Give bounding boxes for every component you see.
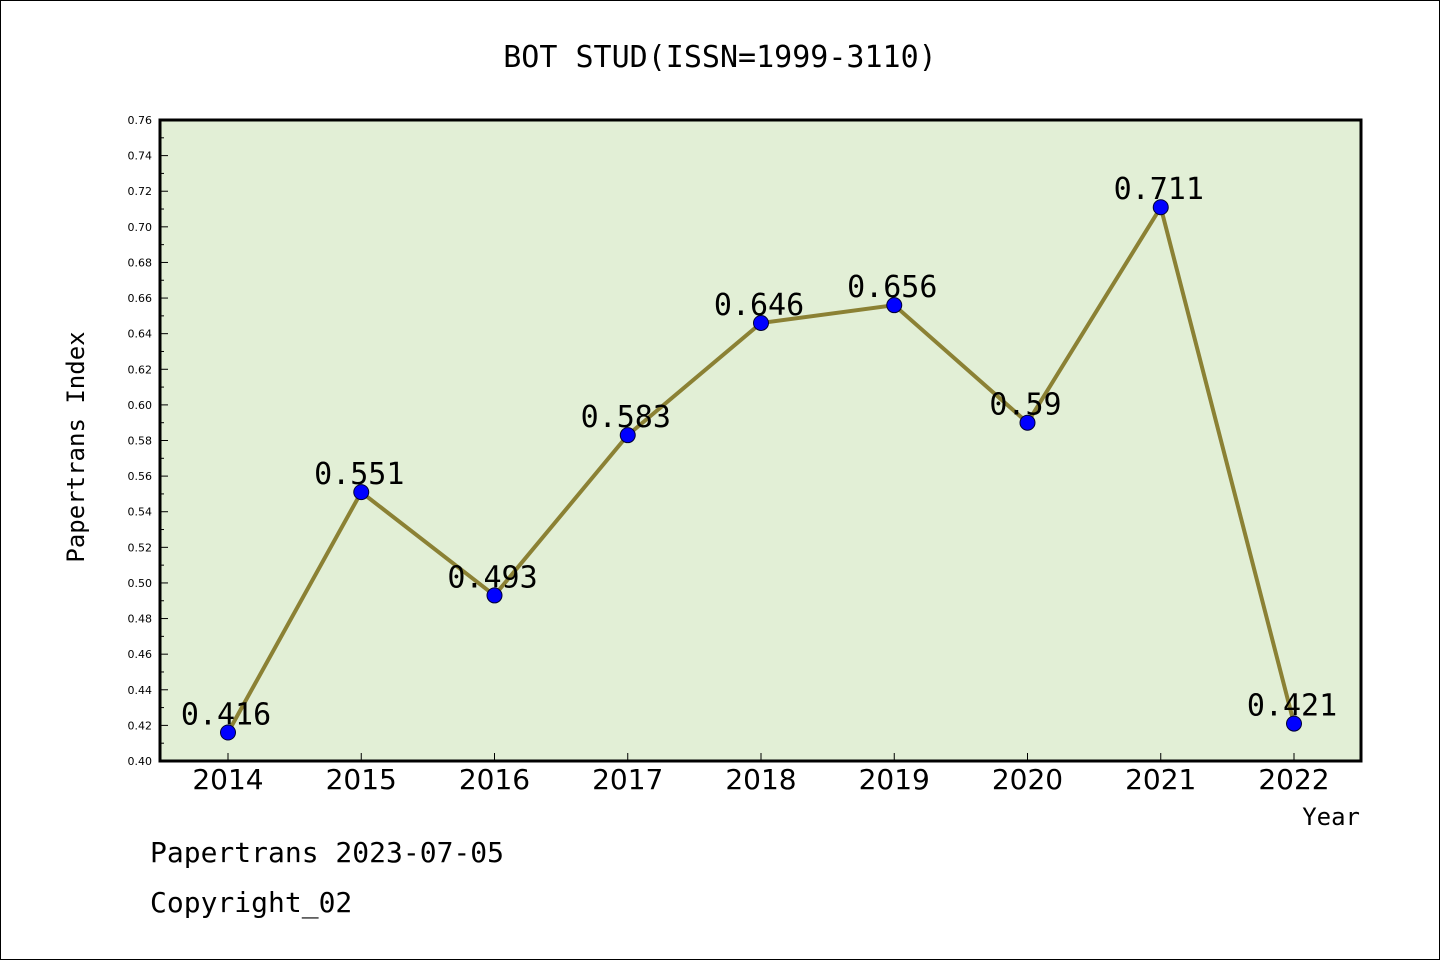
chart-title: BOT STUD(ISSN=1999-3110) (503, 40, 936, 75)
x-tick-label: 2017 (592, 763, 663, 796)
x-tick-label: 2019 (859, 763, 930, 796)
data-label: 0.59 (989, 388, 1061, 423)
x-tick-label: 2015 (326, 763, 397, 796)
data-labels: 0.416 0.551 0.493 0.583 0.646 0.656 0.59 0.711 0… (181, 172, 1337, 732)
y-tick-label: 0.68 (128, 256, 153, 269)
x-tick-label: 2022 (1258, 763, 1329, 796)
data-label: 0.551 (314, 457, 404, 492)
x-tick-label: 2021 (1125, 763, 1196, 796)
y-tick-label: 0.50 (128, 577, 153, 590)
plot-border (158, 118, 1363, 763)
plot-area (160, 120, 1361, 761)
y-tick-label: 0.42 (128, 719, 153, 732)
footer-copyright: Copyright_02 (150, 886, 353, 919)
y-tick-label: 0.40 (128, 755, 153, 768)
y-tick-label: 0.72 (128, 185, 153, 198)
x-tick-label: 2020 (992, 763, 1063, 796)
data-point (1019, 414, 1036, 431)
data-label: 0.646 (714, 288, 804, 323)
x-tick-label: 2016 (459, 763, 530, 796)
data-point (753, 314, 769, 331)
y-tick-label: 0.48 (128, 613, 153, 626)
y-tick-label: 0.58 (128, 435, 153, 448)
data-point (220, 724, 236, 741)
y-tick-label: 0.54 (128, 506, 153, 519)
data-point (886, 297, 903, 314)
y-tick-label: 0.64 (128, 328, 153, 341)
y-tick-label: 0.70 (128, 221, 153, 234)
y-tick-label: 0.46 (128, 648, 153, 661)
data-point (353, 484, 370, 501)
data-label: 0.583 (581, 400, 671, 435)
data-label: 0.416 (181, 698, 271, 733)
x-tick-label: 2014 (192, 763, 263, 796)
data-label: 0.711 (1114, 172, 1204, 207)
series (220, 199, 1302, 741)
y-axis-title: Papertrans Index (62, 331, 90, 562)
data-point (619, 427, 636, 444)
x-tick-label: 2018 (725, 763, 796, 796)
x-axis-title: Year (1302, 803, 1360, 831)
data-label: 0.493 (447, 560, 537, 595)
y-tick-label: 0.62 (128, 363, 153, 376)
x-axis: 2014 2015 2016 2017 2018 2019 2020 2021 2022 (192, 753, 1330, 796)
y-tick-label: 0.66 (128, 292, 153, 305)
data-label: 0.421 (1247, 689, 1337, 724)
y-tick-label: 0.74 (128, 150, 153, 163)
y-tick-label: 0.44 (128, 684, 153, 697)
data-label: 0.656 (847, 270, 937, 305)
y-tick-label: 0.52 (128, 541, 153, 554)
data-point (486, 587, 503, 604)
data-point (1286, 715, 1302, 732)
y-tick-label: 0.56 (128, 470, 153, 483)
y-tick-label: 0.76 (128, 114, 153, 127)
y-tick-label: 0.60 (128, 399, 153, 412)
data-point (1152, 199, 1169, 216)
footer-date: Papertrans 2023-07-05 (150, 836, 505, 869)
